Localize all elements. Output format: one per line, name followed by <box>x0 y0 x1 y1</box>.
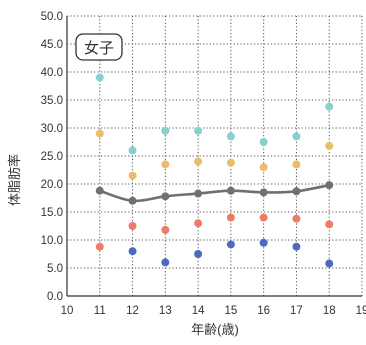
x-tick-label: 19 <box>356 305 366 317</box>
series-0-point <box>259 138 268 146</box>
x-axis-label: 年齢(歳) <box>191 322 239 337</box>
y-tick-label: 45.0 <box>41 39 63 51</box>
y-tick-label: 25.0 <box>41 151 63 163</box>
series-0-point <box>226 132 235 141</box>
series-3-point <box>95 242 104 251</box>
series-1-point <box>259 163 268 172</box>
x-tick-label: 16 <box>257 305 270 317</box>
series-0-point <box>128 146 137 155</box>
series-2-point <box>292 187 301 196</box>
x-tick-label: 10 <box>61 305 74 317</box>
series-1-point <box>161 160 170 169</box>
x-tick-label: 12 <box>126 305 139 317</box>
series-3-point <box>292 214 301 223</box>
series-0-point <box>292 132 301 141</box>
y-tick-label: 5.0 <box>47 263 63 275</box>
series-2-point <box>95 186 104 195</box>
series-4-point <box>128 247 137 256</box>
x-tick-label: 18 <box>323 305 336 317</box>
y-axis-label: 体脂肪率 <box>7 154 22 206</box>
series-3-point <box>259 213 268 222</box>
legend-box: 女子 <box>75 33 123 61</box>
axes: 0.0 5.0 10.0 15.0 20.0 25.0 30.0 35.0 40.0 45.0 50… <box>41 11 366 317</box>
y-tick-label: 35.0 <box>41 95 63 107</box>
series-3-point <box>161 225 170 234</box>
series-0-point <box>161 126 170 135</box>
data-marks <box>95 73 334 268</box>
series-1-point <box>95 129 104 138</box>
series-2-point <box>194 189 203 198</box>
y-tick-label: 15.0 <box>41 207 63 219</box>
series-2-point <box>226 186 235 195</box>
series-3-point <box>226 213 235 222</box>
series-4-point <box>161 258 170 267</box>
series-2-point <box>161 192 170 201</box>
series-1-point <box>325 141 334 150</box>
y-tick-label: 0.0 <box>47 291 63 303</box>
y-tick-label: 40.0 <box>41 67 63 79</box>
series-2-point <box>325 181 334 190</box>
series-1-point <box>226 158 235 167</box>
series-2-point <box>128 196 137 205</box>
x-tick-label: 14 <box>192 305 205 317</box>
series-4-point <box>194 250 203 258</box>
series-0-point <box>194 126 203 135</box>
legend-label: 女子 <box>84 39 114 57</box>
series-3-point <box>325 220 334 229</box>
grid <box>67 15 363 296</box>
series-1-point <box>292 160 301 169</box>
x-tick-label: 17 <box>290 305 303 317</box>
x-tick-label: 15 <box>224 305 237 317</box>
series-3-point <box>194 219 203 228</box>
series-0-point <box>325 102 334 111</box>
series-1-point <box>128 171 137 180</box>
y-tick-label: 10.0 <box>41 235 63 247</box>
y-tick-label: 50.0 <box>41 11 63 23</box>
series-4-point <box>226 240 235 249</box>
series-0-point <box>95 73 104 82</box>
series-3-point <box>128 222 137 230</box>
y-tick-label: 20.0 <box>41 179 63 191</box>
y-tick-label: 30.0 <box>41 123 63 135</box>
x-tick-label: 11 <box>94 305 106 317</box>
series-4-point <box>325 259 334 268</box>
series-2-point <box>259 188 268 197</box>
x-tick-label: 13 <box>159 305 172 317</box>
series-4-point <box>259 238 268 247</box>
series-1-point <box>194 157 203 166</box>
series-4-point <box>292 242 301 251</box>
legend-frame <box>75 33 123 61</box>
